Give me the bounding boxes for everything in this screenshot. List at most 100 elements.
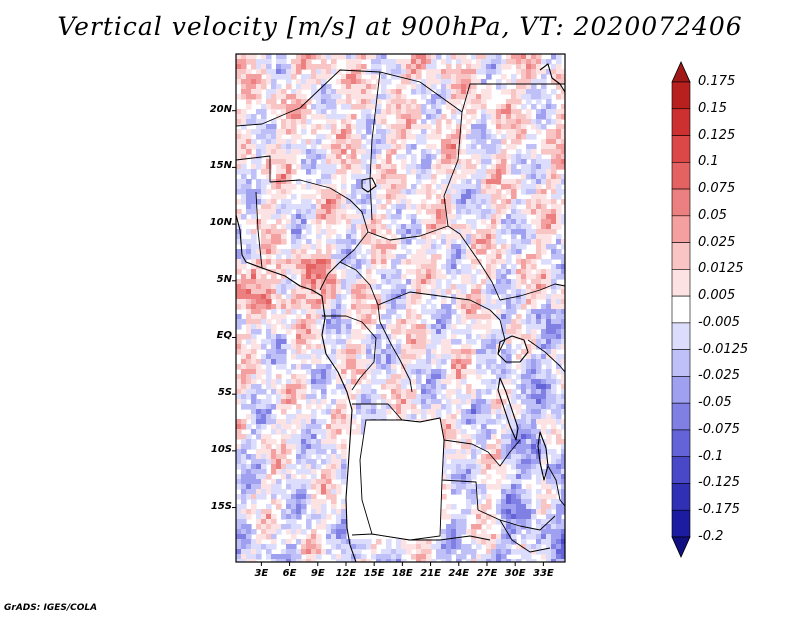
field-cell	[321, 479, 327, 485]
field-cell	[466, 159, 472, 165]
field-cell	[516, 289, 522, 295]
field-cell	[266, 59, 272, 65]
field-cell	[516, 99, 522, 105]
field-cell	[241, 419, 247, 425]
field-cell	[531, 469, 537, 475]
field-cell	[296, 284, 302, 290]
field-cell	[541, 314, 547, 320]
field-cell	[491, 234, 497, 240]
field-cell	[371, 334, 377, 340]
field-cell	[436, 209, 442, 215]
field-cell	[306, 549, 312, 555]
field-cell	[336, 519, 342, 525]
field-cell	[416, 334, 422, 340]
field-cell	[526, 224, 532, 230]
field-cell	[476, 169, 482, 175]
field-cell	[476, 409, 482, 415]
field-cell	[511, 234, 517, 240]
field-cell	[486, 329, 492, 335]
field-cell	[526, 499, 532, 505]
field-cell	[421, 369, 427, 375]
chart-title: Vertical velocity [m/s] at 900hPa, VT: 2…	[57, 12, 743, 41]
field-cell	[241, 294, 247, 300]
field-cell	[426, 54, 432, 60]
field-cell	[456, 359, 462, 365]
field-cell	[321, 439, 327, 445]
field-cell	[336, 144, 342, 150]
field-cell	[436, 539, 442, 545]
field-cell	[406, 124, 412, 130]
field-cell	[311, 269, 317, 275]
field-cell	[381, 109, 387, 115]
field-cell	[501, 289, 507, 295]
field-cell	[531, 509, 537, 515]
field-cell	[311, 259, 317, 265]
field-cell	[381, 114, 387, 120]
field-cell	[261, 414, 267, 420]
field-cell	[311, 279, 317, 285]
field-cell	[366, 404, 372, 410]
field-cell	[321, 94, 327, 100]
field-cell	[421, 334, 427, 340]
field-cell	[286, 254, 292, 260]
field-cell	[476, 99, 482, 105]
field-cell	[401, 84, 407, 90]
field-cell	[391, 94, 397, 100]
field-cell	[486, 264, 492, 270]
field-cell	[516, 139, 522, 145]
field-cell	[271, 489, 277, 495]
field-cell	[321, 259, 327, 265]
field-cell	[501, 299, 507, 305]
field-cell	[341, 54, 347, 60]
field-cell	[291, 494, 297, 500]
field-cell	[281, 309, 287, 315]
field-cell	[471, 69, 477, 75]
field-cell	[311, 219, 317, 225]
field-cell	[331, 89, 337, 95]
field-cell	[501, 439, 507, 445]
field-cell	[281, 299, 287, 305]
field-cell	[526, 184, 532, 190]
field-cell	[256, 84, 262, 90]
field-cell	[301, 299, 307, 305]
field-cell	[391, 329, 397, 335]
field-cell	[366, 114, 372, 120]
field-cell	[426, 79, 432, 85]
field-cell	[441, 94, 447, 100]
field-cell	[251, 414, 257, 420]
field-cell	[546, 484, 552, 490]
field-cell	[306, 479, 312, 485]
field-cell	[426, 89, 432, 95]
field-cell	[486, 389, 492, 395]
field-cell	[311, 154, 317, 160]
field-cell	[456, 164, 462, 170]
field-cell	[451, 514, 457, 520]
field-cell	[266, 364, 272, 370]
field-cell	[531, 364, 537, 370]
field-cell	[436, 184, 442, 190]
field-cell	[261, 379, 267, 385]
field-cell	[481, 309, 487, 315]
field-cell	[541, 344, 547, 350]
field-cell	[436, 309, 442, 315]
field-cell	[551, 399, 557, 405]
field-cell	[536, 494, 542, 500]
field-cell	[296, 104, 302, 110]
field-cell	[276, 349, 282, 355]
field-cell	[271, 334, 277, 340]
field-cell	[486, 199, 492, 205]
field-cell	[421, 389, 427, 395]
field-cell	[411, 369, 417, 375]
field-cell	[246, 334, 252, 340]
field-cell	[521, 374, 527, 380]
field-cell	[271, 294, 277, 300]
field-cell	[521, 179, 527, 185]
field-cell	[531, 134, 537, 140]
field-cell	[271, 324, 277, 330]
field-cell	[306, 259, 312, 265]
field-cell	[261, 249, 267, 255]
field-cell	[296, 434, 302, 440]
field-cell	[256, 474, 262, 480]
field-cell	[416, 339, 422, 345]
field-cell	[276, 149, 282, 155]
